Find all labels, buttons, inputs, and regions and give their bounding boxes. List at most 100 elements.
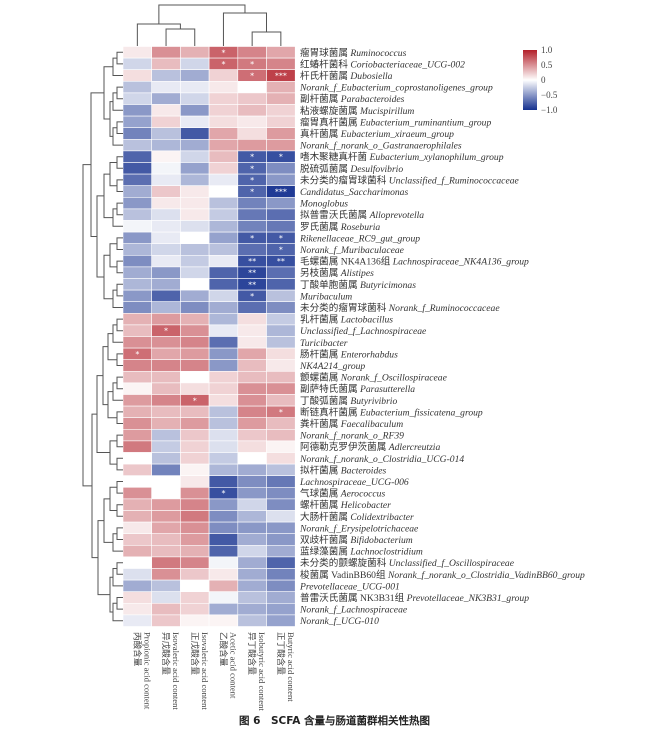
significance-mark: * <box>250 176 254 185</box>
row-label-latin: Candidatus_Saccharimonas <box>300 187 408 198</box>
heatmap-cell <box>122 301 153 314</box>
row-dendrogram-branch <box>116 376 123 390</box>
heatmap-cell <box>266 359 296 372</box>
row-label-cn: 螺杆菌属 <box>300 499 341 511</box>
heatmap-cell <box>266 336 296 349</box>
row-label-latin: Norank_f_Eubacterium_coprostanoligenes_g… <box>299 83 493 94</box>
row-label-cn: 罗氏菌属 <box>300 221 341 233</box>
row-dendrogram-branch <box>116 237 123 250</box>
heatmap-cell <box>180 150 210 163</box>
heatmap-cell <box>180 312 210 326</box>
heatmap-cell <box>180 255 210 268</box>
heatmap-cell <box>151 220 181 233</box>
heatmap-cell <box>208 220 239 233</box>
heatmap-cell <box>122 591 153 604</box>
heatmap-cell <box>151 463 181 477</box>
heatmap-cell <box>266 568 296 581</box>
heatmap-cell <box>180 266 210 279</box>
row-label: 罗氏菌属 Roseburia <box>300 221 380 233</box>
heatmap-cell <box>208 115 239 128</box>
heatmap-cell <box>208 92 239 105</box>
heatmap-cell <box>208 243 239 256</box>
row-label-cn: 梭菌属 VadinBB60组 <box>300 569 388 581</box>
row-label: Norank_f_norank_o_Gastranaerophilales <box>299 141 462 152</box>
row-label-latin: Norank_f_Muribaculaceae <box>299 245 405 256</box>
heatmap-cell <box>122 544 153 558</box>
column-label-cn: 异丁酸含量 <box>247 632 258 675</box>
row-dendrogram-branch <box>116 562 123 575</box>
heatmap-cell <box>151 544 181 558</box>
heatmap-cell <box>151 602 181 616</box>
heatmap-cell <box>266 475 296 488</box>
heatmap-cell <box>122 289 153 303</box>
row-label-latin: Unclassified_f_Lachnospiraceae <box>300 326 427 337</box>
row-label: Monoglobus <box>299 199 348 210</box>
row-label-latin: Norank_f_norank_o_Gastranaerophilales <box>299 141 462 152</box>
row-label-cn: 瘤胃球菌属 <box>300 47 350 59</box>
row-label-cn: 乳杆菌属 <box>300 314 341 326</box>
heatmap-cell <box>151 428 181 442</box>
colorbar-tick-label: 0 <box>541 75 546 85</box>
colorbar-tick-label: −0.5 <box>541 90 558 100</box>
heatmap-cell <box>208 556 239 569</box>
row-label-cn: 副萨特氏菌属 <box>300 383 360 395</box>
significance-mark: * <box>250 292 254 301</box>
heatmap-cell <box>180 197 210 210</box>
heatmap-cell <box>151 452 181 465</box>
significance-mark: * <box>193 396 197 405</box>
heatmap-cell <box>122 127 153 140</box>
significance-mark: ** <box>248 257 256 266</box>
heatmap-cell <box>266 602 296 616</box>
heatmap-cell <box>208 475 239 488</box>
heatmap-cell <box>208 440 239 453</box>
row-label-latin: Lachnospiraceae_NK4A136_group <box>392 257 529 268</box>
heatmap-cell <box>180 104 210 117</box>
row-label: 普雷沃氏菌属 NK3B31组 Prevotellaceae_NK3B31_gro… <box>300 592 529 604</box>
heatmap-cell <box>122 533 153 546</box>
heatmap-cell <box>237 463 267 477</box>
heatmap-cell <box>151 301 181 314</box>
row-label: Norank_f_Lachnospiraceae <box>299 605 408 616</box>
heatmap-cell <box>208 266 239 279</box>
row-label-cn: 大肠杆菌属 <box>300 511 350 523</box>
heatmap-cell <box>208 428 239 442</box>
heatmap-cell <box>237 324 267 337</box>
heatmap-cell <box>151 115 181 128</box>
heatmap-cell <box>180 452 210 465</box>
row-label: 粘液螺旋菌属 Mucispirillum <box>300 105 414 117</box>
row-label: 未分类的瘤胃球菌科 Unclassified_f_Ruminococcaceae <box>300 174 519 186</box>
row-label-latin: Butyrivibrio <box>350 396 397 407</box>
heatmap-cell <box>151 255 181 268</box>
row-label-latin: Lachnoclostridium <box>349 547 423 558</box>
heatmap-cell <box>266 521 296 534</box>
heatmap-cell <box>208 69 239 82</box>
heatmap-cell <box>237 452 267 465</box>
heatmap-cell <box>180 162 210 175</box>
heatmap-cell <box>208 579 239 592</box>
row-label-latin: Eubacterium_ruminantium_group <box>359 117 491 128</box>
heatmap-cell <box>122 336 153 349</box>
column-label-en: Acetic acid content <box>228 632 238 699</box>
heatmap-cell <box>208 255 239 268</box>
significance-mark: * <box>279 234 283 243</box>
heatmap-cell <box>180 336 210 349</box>
heatmap-cell <box>122 104 153 117</box>
heatmap-cell <box>266 591 296 604</box>
row-dendrogram-branch <box>116 597 123 610</box>
heatmap-cell <box>266 139 296 152</box>
row-dendrogram-branch <box>109 440 117 465</box>
heatmap-cell <box>122 440 153 453</box>
row-label-latin: Eubacterium_xiraeum_group <box>340 129 454 140</box>
heatmap-cell <box>237 139 267 152</box>
heatmap-cell <box>208 463 239 477</box>
row-label: 另枝菌属 Alistipes <box>300 267 374 279</box>
heatmap-cell <box>122 278 153 291</box>
heatmap-cell <box>151 510 181 523</box>
heatmap-cell <box>237 510 267 523</box>
heatmap-cell <box>180 440 210 453</box>
heatmap-cell <box>122 394 153 407</box>
heatmap-cell <box>266 533 296 546</box>
row-label: 瘤胃球菌属 Ruminococcus <box>300 47 407 59</box>
row-label: Norank_f_norank_o_RF39 <box>299 431 404 442</box>
heatmap-cell <box>151 104 181 117</box>
